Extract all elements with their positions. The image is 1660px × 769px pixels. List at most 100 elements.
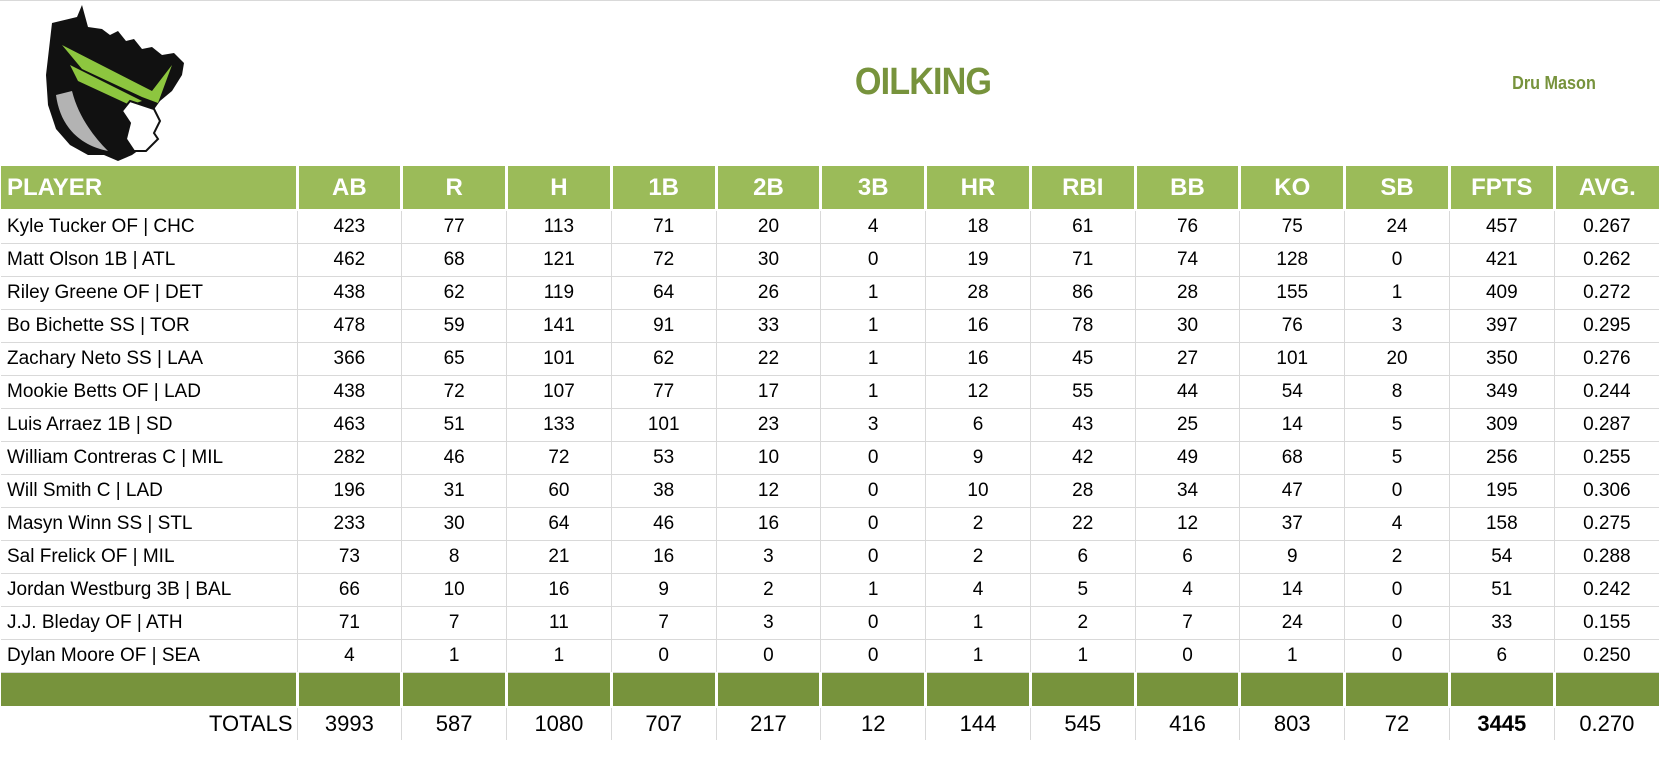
stat-cell: 0.288 bbox=[1554, 540, 1659, 574]
table-row: Mookie Betts OF | LAD 438 72 107 77 17 1 12 55 44… bbox=[1, 375, 1659, 409]
stat-cell: 12 bbox=[925, 375, 1031, 409]
stat-cell: 11 bbox=[506, 606, 612, 640]
player-name-cell: Zachary Neto SS | LAA bbox=[1, 342, 298, 376]
stat-cell: 86 bbox=[1030, 276, 1136, 310]
stat-cell: 77 bbox=[401, 210, 508, 244]
spacer-cell bbox=[1449, 672, 1556, 708]
total-cell: 12 bbox=[820, 707, 927, 740]
stat-cell: 24 bbox=[1344, 210, 1450, 244]
stat-cell: 6 bbox=[925, 408, 1031, 442]
player-name-cell: Dylan Moore OF | SEA bbox=[1, 639, 298, 673]
stat-cell: 31 bbox=[401, 474, 508, 508]
stat-cell: 17 bbox=[716, 375, 822, 409]
stat-cell: 64 bbox=[506, 507, 612, 541]
stat-cell: 462 bbox=[297, 243, 403, 277]
total-cell: 72 bbox=[1344, 707, 1450, 740]
stat-cell: 9 bbox=[1239, 540, 1346, 574]
stat-cell: 0 bbox=[611, 639, 717, 673]
column-header-player: PLAYER bbox=[1, 166, 299, 211]
stat-cell: 0 bbox=[820, 441, 927, 475]
spacer-cell bbox=[1, 672, 299, 708]
column-header-ko: KO bbox=[1239, 166, 1347, 211]
stat-cell: 128 bbox=[1239, 243, 1346, 277]
stat-cell: 5 bbox=[1344, 441, 1450, 475]
table-row: J.J. Bleday OF | ATH 71 7 11 7 3 0 1 2 7 24 0 33 0.15… bbox=[1, 606, 1659, 640]
stat-cell: 68 bbox=[1239, 441, 1346, 475]
team-name-title: OILKING bbox=[854, 61, 992, 103]
stat-cell: 0.272 bbox=[1554, 276, 1659, 310]
stat-cell: 22 bbox=[716, 342, 822, 376]
stat-cell: 409 bbox=[1449, 276, 1555, 310]
player-name-cell: Bo Bichette SS | TOR bbox=[1, 309, 298, 343]
stat-cell: 12 bbox=[716, 474, 822, 508]
column-header-fpts: FPTS bbox=[1449, 166, 1556, 211]
stat-cell: 16 bbox=[925, 309, 1031, 343]
column-header-ab: AB bbox=[297, 166, 404, 211]
stat-cell: 0 bbox=[820, 639, 927, 673]
stat-cell: 0 bbox=[820, 507, 927, 541]
stat-cell: 28 bbox=[1030, 474, 1136, 508]
table-row: Kyle Tucker OF | CHC 423 77 113 71 20 4 18 61 76 7… bbox=[1, 210, 1659, 244]
stat-cell: 0.306 bbox=[1554, 474, 1659, 508]
spacer-cell bbox=[925, 672, 1032, 708]
stat-cell: 2 bbox=[716, 573, 822, 607]
stat-cell: 9 bbox=[611, 573, 717, 607]
player-name-cell: Luis Arraez 1B | SD bbox=[1, 408, 298, 442]
total-cell: 3993 bbox=[297, 707, 403, 740]
stat-cell: 77 bbox=[611, 375, 717, 409]
stat-cell: 113 bbox=[506, 210, 612, 244]
stat-cell: 9 bbox=[925, 441, 1031, 475]
stat-cell: 1 bbox=[820, 276, 927, 310]
stat-cell: 4 bbox=[1135, 573, 1241, 607]
stat-cell: 0 bbox=[1344, 639, 1450, 673]
stat-cell: 0.262 bbox=[1554, 243, 1659, 277]
player-name-cell: Mookie Betts OF | LAD bbox=[1, 375, 298, 409]
table-row: Sal Frelick OF | MIL 73 8 21 16 3 0 2 6 6 9 2 54 0.28… bbox=[1, 540, 1659, 574]
stat-cell: 133 bbox=[506, 408, 612, 442]
spacer-cell bbox=[1344, 672, 1451, 708]
stat-cell: 101 bbox=[1239, 342, 1346, 376]
total-cell: 1080 bbox=[506, 707, 612, 740]
stat-cell: 101 bbox=[506, 342, 612, 376]
stat-cell: 51 bbox=[1449, 573, 1555, 607]
stat-cell: 54 bbox=[1449, 540, 1555, 574]
stat-cell: 7 bbox=[401, 606, 508, 640]
stat-cell: 5 bbox=[1030, 573, 1136, 607]
stat-cell: 141 bbox=[506, 309, 612, 343]
spacer-cell bbox=[401, 672, 509, 708]
stat-cell: 78 bbox=[1030, 309, 1136, 343]
stat-cell: 76 bbox=[1239, 309, 1346, 343]
stat-cell: 309 bbox=[1449, 408, 1555, 442]
column-header-h: H bbox=[506, 166, 613, 211]
stat-cell: 2 bbox=[1344, 540, 1450, 574]
player-name-cell: J.J. Bleday OF | ATH bbox=[1, 606, 298, 640]
stat-cell: 8 bbox=[1344, 375, 1450, 409]
stat-cell: 16 bbox=[716, 507, 822, 541]
stat-cell: 0.295 bbox=[1554, 309, 1659, 343]
stat-cell: 107 bbox=[506, 375, 612, 409]
stat-cell: 18 bbox=[925, 210, 1031, 244]
stat-cell: 4 bbox=[925, 573, 1031, 607]
stat-cell: 73 bbox=[297, 540, 403, 574]
player-name-cell: Matt Olson 1B | ATL bbox=[1, 243, 298, 277]
total-cell: 3445 bbox=[1449, 707, 1555, 740]
stat-cell: 0.242 bbox=[1554, 573, 1659, 607]
spacer-cell bbox=[611, 672, 718, 708]
stat-cell: 14 bbox=[1239, 408, 1346, 442]
stat-cell: 2 bbox=[925, 540, 1031, 574]
stat-cell: 30 bbox=[1135, 309, 1241, 343]
stat-cell: 21 bbox=[506, 540, 612, 574]
stat-cell: 28 bbox=[925, 276, 1031, 310]
stat-cell: 14 bbox=[1239, 573, 1346, 607]
stat-cell: 366 bbox=[297, 342, 403, 376]
stat-cell: 53 bbox=[611, 441, 717, 475]
stat-cell: 3 bbox=[716, 540, 822, 574]
stat-cell: 33 bbox=[1449, 606, 1555, 640]
stat-cell: 0.275 bbox=[1554, 507, 1659, 541]
stat-cell: 75 bbox=[1239, 210, 1346, 244]
table-row: Dylan Moore OF | SEA 4 1 1 0 0 0 1 1 0 1 0 6 0.250 bbox=[1, 639, 1659, 673]
stat-cell: 421 bbox=[1449, 243, 1555, 277]
stat-cell: 0 bbox=[1344, 474, 1450, 508]
spacer-cell bbox=[297, 672, 404, 708]
total-cell: 416 bbox=[1135, 707, 1241, 740]
